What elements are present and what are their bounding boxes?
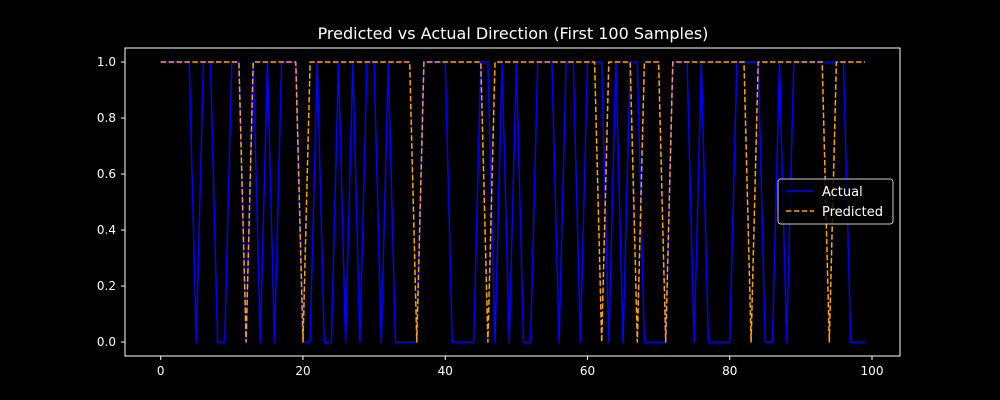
x-tick-label: 0	[157, 364, 165, 378]
y-axis: 0.0 0.2 0.4 0.6 0.8 1.0	[97, 55, 125, 349]
x-tick-label: 80	[722, 364, 737, 378]
y-tick-label: 0.0	[97, 335, 116, 349]
y-tick-label: 0.8	[97, 111, 116, 125]
x-tick-label: 40	[438, 364, 453, 378]
axes-frame	[124, 47, 901, 357]
x-tick-label: 20	[295, 364, 310, 378]
x-axis: 0 20 40 60 80 100	[157, 356, 884, 378]
legend-actual-label: Actual	[822, 185, 863, 200]
x-tick-label: 100	[861, 364, 884, 378]
y-tick-label: 0.6	[97, 167, 116, 181]
y-tick-label: 0.2	[97, 279, 116, 293]
y-tick-label: 0.4	[97, 223, 116, 237]
chart-title: Predicted vs Actual Direction (First 100…	[318, 24, 709, 43]
legend-predicted-label: Predicted	[822, 205, 883, 220]
series-predicted-line	[160, 61, 865, 343]
legend: Actual Predicted	[777, 178, 894, 225]
series-actual-line	[160, 61, 865, 343]
plot-area	[160, 61, 865, 343]
y-tick-label: 1.0	[97, 55, 116, 69]
x-tick-label: 60	[580, 364, 595, 378]
